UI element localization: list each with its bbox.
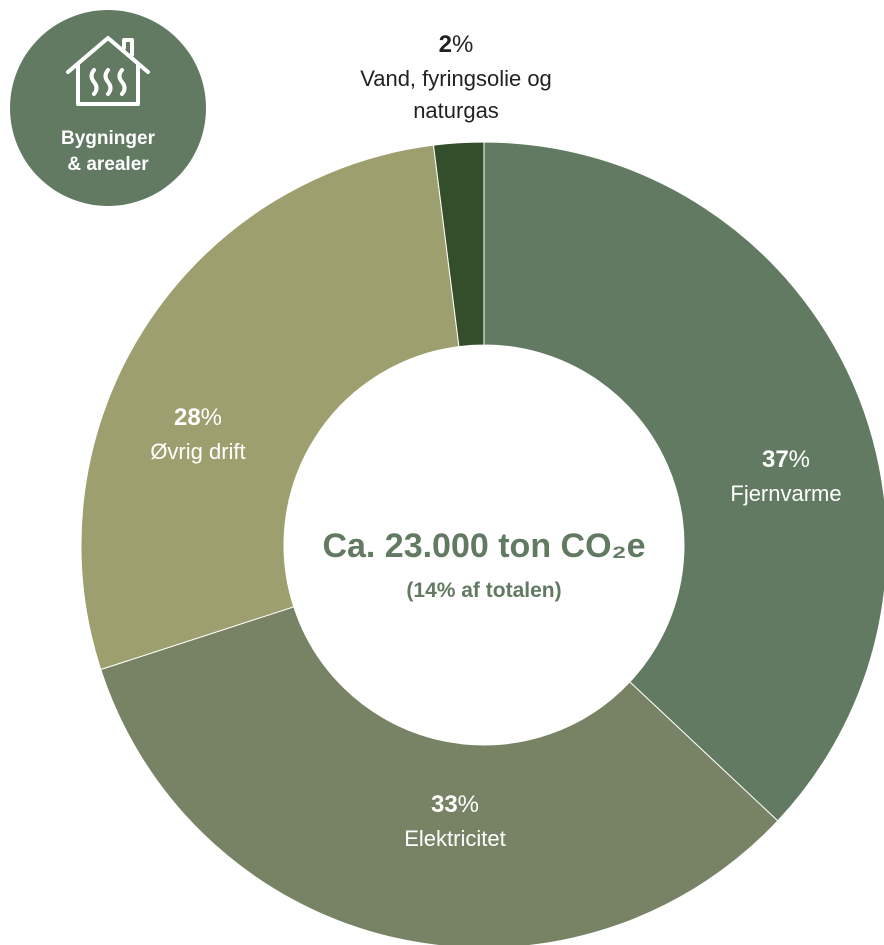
donut-slice [432, 141, 485, 348]
badge-circle [10, 10, 206, 206]
category-label: Fjernvarme [730, 481, 842, 506]
badge: Bygninger & arealer [10, 10, 206, 206]
badge-line: & arealer [67, 154, 149, 175]
data-label: 2% [438, 31, 474, 58]
chart-title: Ca. 23.000 ton CO₂e [322, 527, 645, 565]
badge-line: Bygninger [61, 128, 156, 149]
category-label: Vand, fyringsolie og naturgas [360, 66, 552, 123]
donut-slice [100, 606, 779, 945]
donut-slice [80, 144, 460, 671]
chart-subtitle: (14% af totalen) [406, 579, 561, 602]
donut-slice [483, 141, 884, 822]
category-label: Øvrig drift [150, 439, 246, 464]
data-label: 37% [761, 446, 811, 473]
category-label: Elektricitet [404, 826, 506, 851]
data-label: 33% [430, 791, 480, 818]
data-label: 28% [173, 404, 223, 431]
house-icon [66, 36, 150, 106]
